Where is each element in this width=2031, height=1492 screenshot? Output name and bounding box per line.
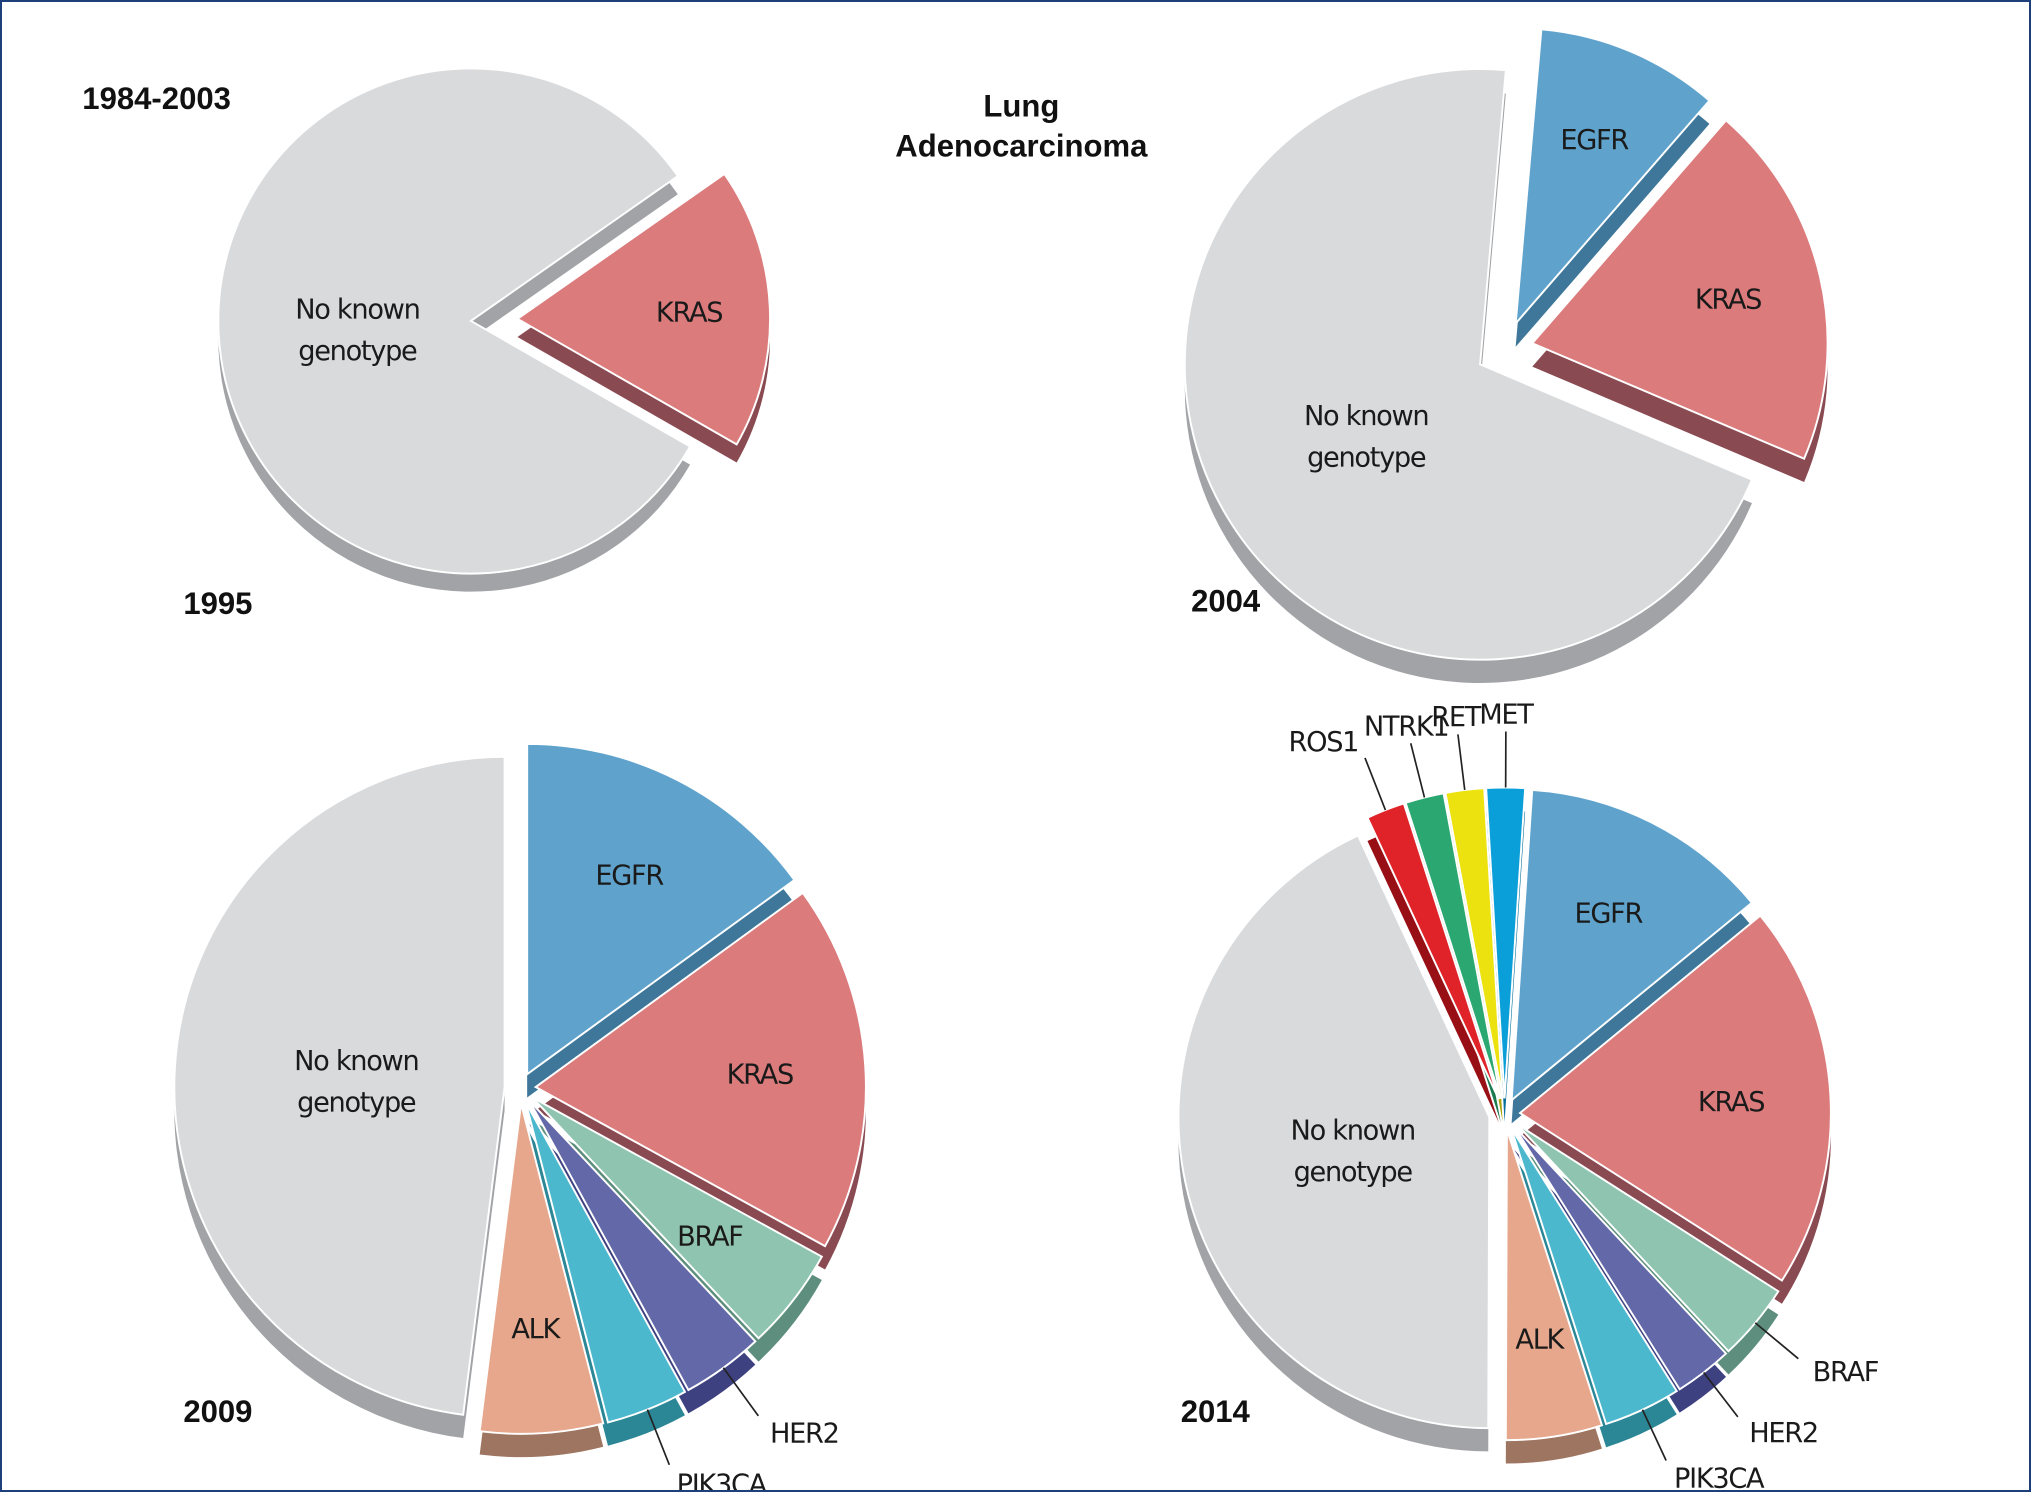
pie-slice-kras [1530, 119, 1829, 460]
slice-label-pik3ca: PIK3CA [1674, 1464, 1765, 1492]
slice-label-braf: BRAF [1813, 1357, 1879, 1388]
slice-label-ntrk1: NTRK1 [1364, 712, 1448, 743]
slice-label-no-known-genotype: No known genotype [295, 294, 419, 366]
slice-label-no-known-genotype: No known genotype [294, 1046, 418, 1118]
slice-label-kras: KRAS [1695, 284, 1761, 315]
pie-chart-1995: KRAS No known genotype [217, 67, 772, 592]
leader-line-pik3ca [646, 1409, 671, 1466]
slice-label-kras: KRAS [727, 1059, 793, 1090]
slice-label-met: MET [1479, 699, 1534, 730]
title-line-2: Adenocarcinoma [895, 129, 1148, 164]
year-label-2014: 2014 [1181, 1394, 1251, 1429]
period-label: 1984-2003 [82, 81, 231, 116]
pie-slice-side-ros1 [1367, 826, 1499, 1123]
slice-label-egfr: EGFR [1560, 125, 1629, 156]
leader-line-her2 [1703, 1372, 1739, 1418]
leader-line-ret [1457, 734, 1466, 791]
pie-slice-ntrk1 [1404, 792, 1502, 1100]
slice-label-her2: HER2 [1749, 1418, 1818, 1449]
leader-line-pik3ca [1641, 1409, 1667, 1461]
pie-slice-ret [1444, 787, 1504, 1099]
pie-slice-no-known-genotype [1183, 68, 1754, 661]
year-label-2009: 2009 [183, 1394, 252, 1429]
pie-slice-kras [533, 891, 867, 1248]
leader-line-her2 [722, 1367, 760, 1417]
leader-line-braf [1754, 1322, 1799, 1360]
pie-slice-no-known-genotype [217, 67, 692, 575]
pie-slice-alk [478, 1103, 605, 1435]
slice-label-ros1: ROS1 [1289, 727, 1359, 758]
pie-slice-no-known-genotype [173, 755, 506, 1416]
pie-chart-2004: EGFR KRAS No known genotype [1183, 28, 1829, 684]
slice-label-alk: ALK [511, 1314, 561, 1345]
pie-slice-egfr [1514, 28, 1711, 327]
pie-slice-egfr [1510, 788, 1754, 1103]
year-label-2004: 2004 [1191, 583, 1261, 618]
leader-line-ntrk1 [1409, 743, 1426, 798]
slice-label-her2: HER2 [770, 1418, 839, 1449]
year-label-1995: 1995 [183, 586, 252, 621]
title-line-1: Lung [983, 89, 1059, 124]
pie-slice-kras [515, 172, 772, 446]
pie-slice-her2 [1513, 1125, 1728, 1391]
slice-label-ret: RET [1431, 702, 1481, 733]
pie-slice-kras [1518, 914, 1832, 1282]
slice-label-alk: ALK [1515, 1325, 1565, 1356]
slice-label-no-known-genotype: No known genotype [1304, 401, 1428, 473]
slice-label-kras: KRAS [1698, 1087, 1764, 1118]
slice-label-kras: KRAS [656, 297, 722, 328]
leader-line-ros1 [1364, 757, 1387, 811]
slice-label-egfr: EGFR [1574, 898, 1643, 929]
pie-slice-alk [1504, 1128, 1604, 1442]
slice-label-braf: BRAF [677, 1222, 743, 1253]
slice-label-no-known-genotype: No known genotype [1291, 1116, 1415, 1188]
slice-label-pik3ca: PIK3CA [677, 1470, 768, 1492]
slice-label-egfr: EGFR [595, 860, 664, 891]
pie-slice-no-known-genotype [1177, 834, 1491, 1430]
pie-slice-braf [531, 1096, 824, 1340]
pie-slice-egfr [526, 742, 796, 1077]
